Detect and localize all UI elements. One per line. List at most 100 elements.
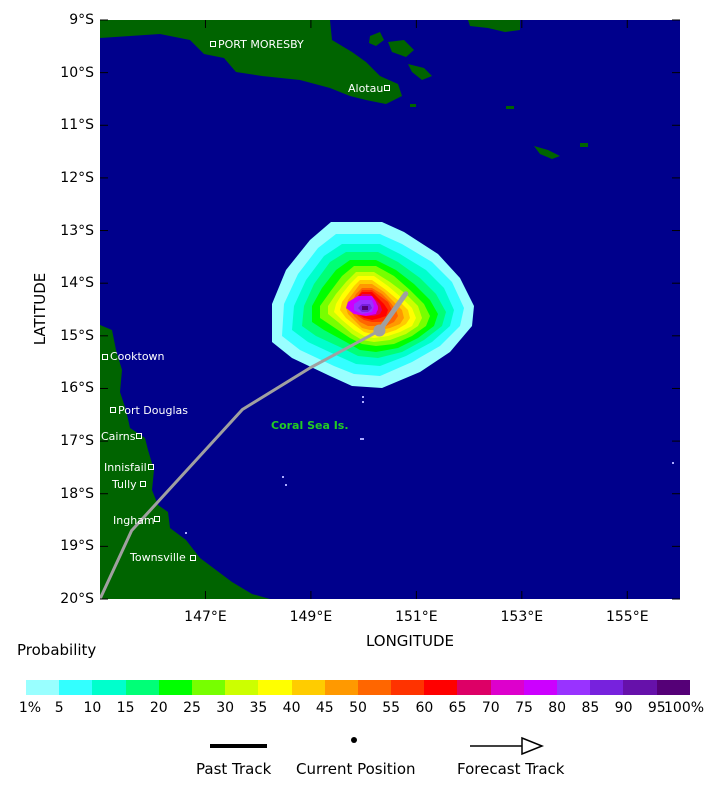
colorbar-cell xyxy=(191,680,226,695)
colorbar-label: 100% xyxy=(664,700,705,716)
colorbar-label: 35 xyxy=(249,700,268,716)
colorbar-cell xyxy=(26,680,60,695)
island-8 xyxy=(410,104,416,107)
colorbar-label: 20 xyxy=(149,700,168,716)
past-track-line xyxy=(100,329,381,599)
forecast-track-line xyxy=(377,291,409,334)
place-label: Cairns xyxy=(101,430,136,443)
current-position-legend-label: Current Position xyxy=(296,760,416,778)
latitude-label: 17°S xyxy=(60,433,94,450)
latitude-label: 14°S xyxy=(60,275,94,292)
latitude-label: 19°S xyxy=(60,538,94,555)
colorbar-label: 90 xyxy=(614,700,633,716)
colorbar-label: 65 xyxy=(448,700,467,716)
longitude-label: 151°E xyxy=(395,609,438,625)
place-label: PORT MORESBY xyxy=(218,38,304,51)
latitude-label: 18°S xyxy=(60,485,94,502)
place-marker-icon xyxy=(210,41,216,47)
island-6 xyxy=(580,143,588,147)
reef-speck-3 xyxy=(360,438,364,440)
colorbar-label: 40 xyxy=(282,700,301,716)
place-label: Townsville xyxy=(130,551,186,564)
latitude-label: 9°S xyxy=(69,12,94,28)
colorbar-label: 25 xyxy=(183,700,201,716)
colorbar-label: 30 xyxy=(216,700,235,716)
colorbar-cell xyxy=(357,680,392,695)
reef-speck-5 xyxy=(285,484,287,486)
latitude-label: 16°S xyxy=(60,380,94,397)
x-axis-title: LONGITUDE xyxy=(365,632,455,650)
current-position-marker xyxy=(373,324,386,337)
island-7 xyxy=(506,106,514,109)
latitude-label: 13°S xyxy=(60,222,94,239)
reef-speck-7 xyxy=(672,462,674,464)
reef-speck-2 xyxy=(362,401,364,403)
latitude-label: 12°S xyxy=(60,169,94,186)
place-label: Ingham xyxy=(113,514,155,527)
map-layers xyxy=(100,20,674,599)
colorbar-cell xyxy=(258,680,292,695)
place-marker-icon xyxy=(136,433,142,439)
colorbar-cell xyxy=(59,680,93,695)
colorbar-cell xyxy=(424,680,458,695)
latitude-label: 20°S xyxy=(60,591,94,607)
latitude-label: 15°S xyxy=(60,327,94,344)
place-label: Alotau xyxy=(348,82,384,95)
forecast-track-legend-label: Forecast Track xyxy=(457,760,565,778)
colorbar-cell xyxy=(158,680,192,695)
island-2 xyxy=(388,40,414,57)
forecast-track-legend-arrow-icon xyxy=(521,736,545,756)
longitude-label: 147°E xyxy=(184,609,227,625)
island-1 xyxy=(369,32,384,46)
colorbar-label: 45 xyxy=(315,700,334,716)
place-label: Cooktown xyxy=(110,350,165,363)
longitude-label: 155°E xyxy=(605,609,649,625)
colorbar-cell xyxy=(391,680,425,695)
place-marker-icon xyxy=(110,407,116,413)
colorbar-label: 95 xyxy=(647,700,666,716)
place-marker-icon xyxy=(384,85,390,91)
land-papua-new-guinea xyxy=(100,20,402,104)
colorbar-cell xyxy=(291,680,325,695)
probability-swath xyxy=(272,222,474,388)
colorbar-label: 50 xyxy=(349,700,367,716)
colorbar-label: 60 xyxy=(415,700,434,716)
colorbar-cell xyxy=(92,680,126,695)
place-marker-icon xyxy=(140,481,146,487)
colorbar-cell xyxy=(656,680,690,695)
y-axis-title: LATITUDE xyxy=(31,272,49,346)
island-4 xyxy=(468,20,520,32)
colorbar-cell xyxy=(490,680,524,695)
place-marker-icon xyxy=(190,555,196,561)
place-marker-icon xyxy=(102,354,108,360)
probability-colorbar xyxy=(26,680,690,695)
island-3 xyxy=(408,64,432,80)
probability-title: Probability xyxy=(17,641,97,659)
colorbar-label: 15 xyxy=(116,700,135,716)
colorbar-label: 5 xyxy=(54,700,64,716)
axis-ticks xyxy=(100,19,680,600)
colorbar-cell xyxy=(523,680,557,695)
place-marker-icon xyxy=(148,464,154,470)
colorbar-label: 55 xyxy=(382,700,401,716)
colorbar-cell xyxy=(557,680,591,695)
colorbar-label: 70 xyxy=(481,700,500,716)
colorbar-cell xyxy=(590,680,624,695)
colorbar-cell xyxy=(324,680,358,695)
latitude-label: 11°S xyxy=(60,117,94,134)
place-label: Innisfail xyxy=(104,461,147,474)
past-track-legend-label: Past Track xyxy=(196,760,272,778)
longitude-label: 149°E xyxy=(289,609,333,625)
reef-speck-4 xyxy=(282,476,284,478)
reef-speck-1 xyxy=(362,396,364,398)
colorbar-cell xyxy=(457,680,491,695)
colorbar-label: 80 xyxy=(548,700,567,716)
colorbar-cell xyxy=(125,680,159,695)
colorbar-label: 75 xyxy=(515,700,533,716)
island-5 xyxy=(534,146,560,159)
colorbar-label: 85 xyxy=(581,700,600,716)
reef-speck-6 xyxy=(185,532,187,534)
coral-sea-islands-label: Coral Sea Is. xyxy=(271,419,349,432)
colorbar-label: 10 xyxy=(83,700,102,716)
